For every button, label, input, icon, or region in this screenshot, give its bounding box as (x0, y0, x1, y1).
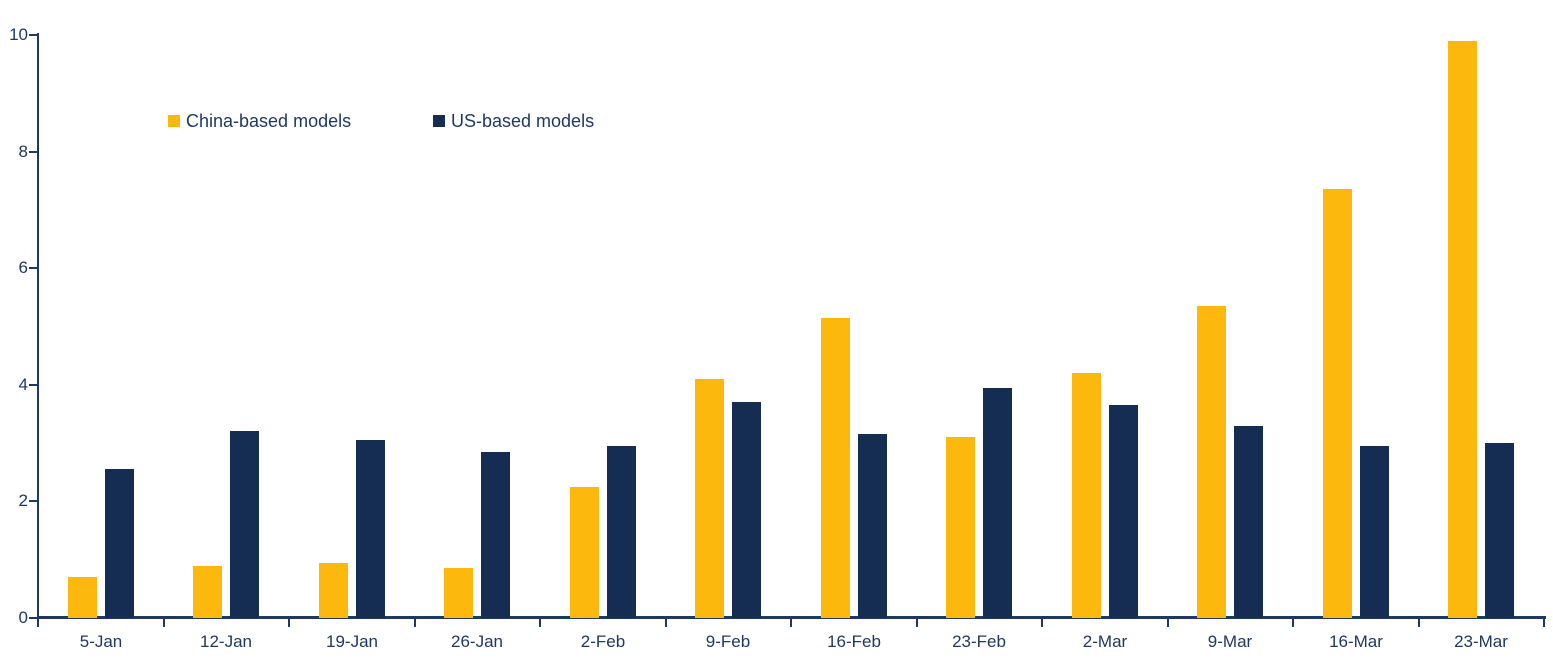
x-tick-mark (1166, 619, 1169, 627)
x-tick-label: 16-Mar (1329, 632, 1383, 651)
bar-us (105, 469, 134, 618)
bar-china (1197, 306, 1226, 618)
y-tick-label: 4 (18, 374, 28, 394)
bar-us (1109, 405, 1138, 618)
x-tick-label: 12-Jan (200, 632, 252, 651)
x-tick-mark (413, 619, 416, 627)
bar-us (481, 452, 510, 618)
legend-item-us: US-based models (433, 111, 594, 131)
x-tick-label: 2-Feb (580, 632, 626, 651)
bar-china (444, 568, 473, 618)
x-tick-mark (915, 619, 918, 627)
x-tick-mark (1417, 619, 1420, 627)
bar-us (983, 388, 1012, 618)
y-axis-line (37, 33, 39, 618)
y-tick-label: 6 (18, 258, 28, 278)
y-tick-label: 0 (18, 608, 28, 627)
bar-china (1323, 189, 1352, 618)
bar-us (356, 440, 385, 618)
x-tick-label: 23-Feb (952, 632, 1006, 651)
legend-label-us: US-based models (451, 110, 595, 131)
x-tick-mark (790, 619, 792, 627)
x-tick-mark (162, 619, 165, 627)
bar-us (1360, 446, 1389, 618)
y-tick-label: 10 (9, 25, 28, 44)
bar-us (230, 431, 259, 618)
x-tick-label: 26-Jan (451, 632, 503, 651)
legend-swatch-us-icon (433, 115, 445, 127)
x-axis-line (37, 616, 1546, 619)
y-tick-mark (29, 267, 38, 270)
bar-china (821, 318, 850, 618)
x-tick-label: 9-Feb (705, 632, 751, 651)
x-tick-mark (1543, 619, 1545, 627)
bar-us (1234, 426, 1263, 618)
bar-us (858, 434, 887, 618)
y-tick-mark (29, 383, 38, 386)
bar-china (319, 563, 348, 618)
legend-swatch-china-icon (168, 115, 180, 127)
x-tick-label: 2-Mar (1082, 632, 1128, 651)
x-tick-mark (288, 619, 290, 627)
bar-us (607, 446, 636, 618)
x-tick-mark (539, 619, 541, 627)
x-tick-label: 23-Mar (1454, 632, 1508, 651)
x-tick-mark (1292, 619, 1294, 627)
legend-item-china: China-based models (168, 111, 351, 131)
y-tick-mark (29, 150, 38, 153)
x-tick-mark (664, 619, 667, 627)
bar-china (695, 379, 724, 618)
x-tick-mark (1041, 619, 1043, 627)
x-tick-label: 9-Mar (1207, 632, 1253, 651)
y-tick-mark (29, 34, 38, 36)
bar-china (68, 577, 97, 618)
y-tick-label: 2 (18, 491, 28, 511)
bar-china (570, 487, 599, 618)
bar-china (193, 566, 222, 618)
y-tick-mark (29, 500, 38, 503)
bar-china (1072, 373, 1101, 618)
bar-us (732, 402, 761, 618)
y-tick-label: 8 (18, 141, 28, 161)
legend-label-china: China-based models (186, 110, 352, 131)
x-tick-label: 19-Jan (326, 632, 378, 651)
bar-china (946, 437, 975, 618)
bar-us (1485, 443, 1514, 618)
x-tick-mark (37, 619, 39, 627)
bar-china (1448, 41, 1477, 618)
y-tick-mark (29, 617, 38, 619)
x-tick-label: 5-Jan (79, 632, 123, 651)
x-tick-label: 16-Feb (827, 632, 881, 651)
